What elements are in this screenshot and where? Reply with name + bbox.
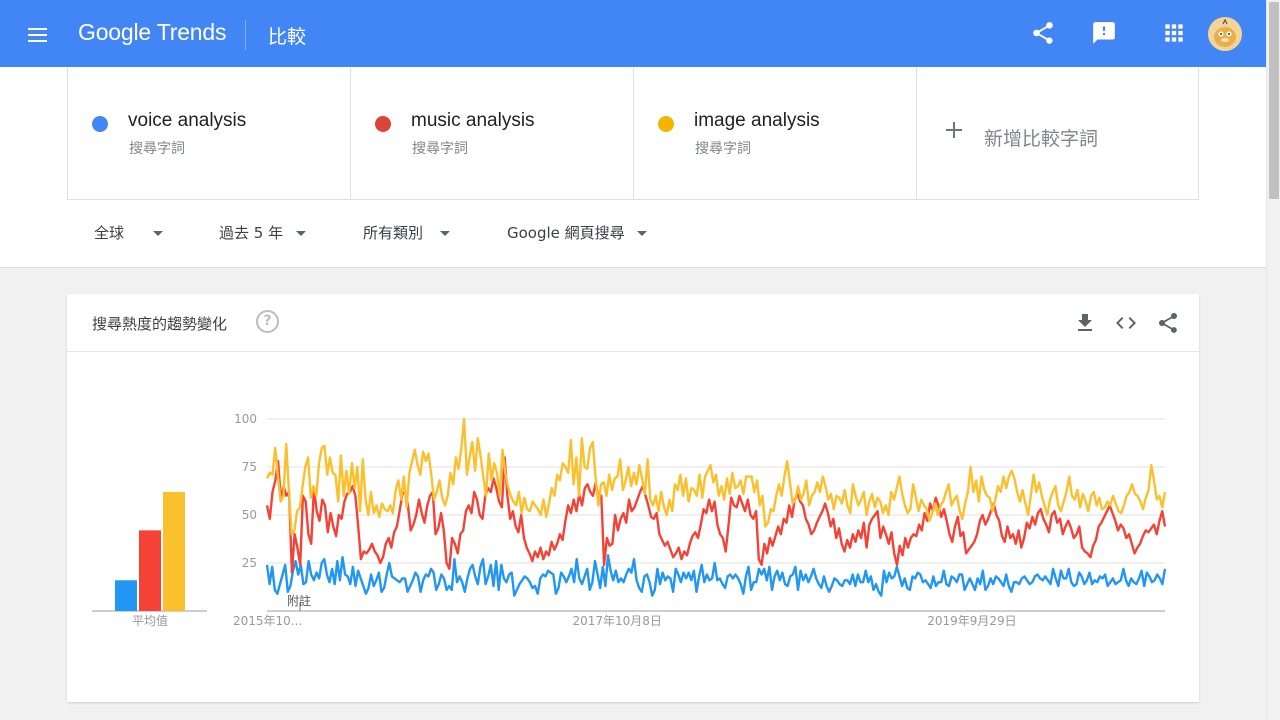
term-name: image analysis bbox=[694, 110, 820, 131]
average-bar-voice-analysis bbox=[115, 580, 137, 611]
term-card-music-analysis[interactable]: music analysis 搜尋字詞 bbox=[350, 67, 633, 200]
dropdown-arrow-icon bbox=[152, 231, 163, 236]
logo[interactable]: Google Trends bbox=[78, 19, 227, 45]
series-line-image-analysis bbox=[265, 417, 1167, 536]
card-title: 搜尋熱度的趨勢變化 bbox=[92, 315, 228, 333]
term-row: voice analysis 搜尋字詞 music analysis 搜尋字詞 … bbox=[67, 67, 1199, 200]
avatar[interactable] bbox=[1208, 17, 1242, 51]
add-term-label: 新增比較字詞 bbox=[984, 128, 1099, 150]
compare-panel: voice analysis 搜尋字詞 music analysis 搜尋字詞 … bbox=[0, 67, 1266, 268]
plus-icon bbox=[945, 121, 963, 139]
feedback-icon[interactable] bbox=[1091, 20, 1117, 46]
average-label: 平均值 bbox=[132, 613, 168, 628]
x-tick-label: 2015年10... bbox=[233, 614, 302, 628]
dropdown-arrow-icon bbox=[637, 231, 648, 236]
menu-icon[interactable] bbox=[22, 20, 52, 50]
term-card-voice-analysis[interactable]: voice analysis 搜尋字詞 bbox=[67, 67, 350, 200]
card-header: 搜尋熱度的趨勢變化 ? bbox=[67, 294, 1199, 352]
x-tick-label: 2017年10月8日 bbox=[572, 614, 661, 628]
divider bbox=[245, 20, 246, 50]
category-filter-label: 所有類別 bbox=[363, 224, 424, 242]
share-icon[interactable] bbox=[1156, 311, 1180, 335]
interest-over-time-card: 搜尋熱度的趨勢變化 ? 100 75 50 25 2015年10... 2017年10月8… bbox=[67, 294, 1199, 702]
region-filter-label: 全球 bbox=[94, 224, 125, 242]
average-bar-music-analysis bbox=[139, 530, 161, 611]
add-term-button[interactable]: 新增比較字詞 bbox=[916, 67, 1199, 200]
time-filter-label: 過去 5 年 bbox=[219, 224, 284, 242]
term-color-dot bbox=[658, 116, 674, 132]
trend-chart[interactable]: 100 75 50 25 2015年10... 2017年10月8日 2019年9月29日 附… bbox=[67, 294, 1199, 702]
download-icon[interactable] bbox=[1073, 311, 1097, 335]
term-card-image-analysis[interactable]: image analysis 搜尋字詞 bbox=[633, 67, 916, 200]
series-line-voice-analysis bbox=[265, 554, 1167, 597]
scrollbar-thumb[interactable] bbox=[1269, 2, 1279, 199]
y-tick-label: 100 bbox=[234, 412, 257, 426]
term-color-dot bbox=[92, 116, 108, 132]
term-name: voice analysis bbox=[128, 110, 247, 131]
search-type-filter[interactable]: Google 網頁搜尋 bbox=[507, 222, 648, 243]
dropdown-arrow-icon bbox=[295, 231, 306, 236]
average-bar-image-analysis bbox=[163, 491, 185, 611]
series-line-music-analysis bbox=[265, 456, 1167, 574]
help-icon[interactable]: ? bbox=[256, 310, 279, 333]
term-subtitle: 搜尋字詞 bbox=[412, 141, 468, 157]
search-type-filter-label: Google 網頁搜尋 bbox=[507, 224, 625, 242]
app-bar: Google Trends 比較 bbox=[0, 0, 1266, 67]
x-tick-label: 2019年9月29日 bbox=[927, 614, 1016, 628]
y-tick-label: 25 bbox=[242, 556, 257, 570]
page-title: 比較 bbox=[268, 26, 307, 48]
y-tick-label: 75 bbox=[242, 460, 257, 474]
note-label: 附註 bbox=[287, 594, 311, 608]
embed-code-icon[interactable] bbox=[1114, 311, 1138, 335]
dropdown-arrow-icon bbox=[439, 231, 450, 236]
term-subtitle: 搜尋字詞 bbox=[129, 141, 185, 157]
apps-icon[interactable] bbox=[1161, 20, 1187, 46]
y-tick-label: 50 bbox=[242, 508, 257, 522]
time-filter[interactable]: 過去 5 年 bbox=[219, 222, 306, 243]
region-filter[interactable]: 全球 bbox=[94, 222, 163, 243]
category-filter[interactable]: 所有類別 bbox=[363, 222, 450, 243]
term-name: music analysis bbox=[411, 110, 535, 131]
share-icon[interactable] bbox=[1030, 20, 1056, 46]
page-scrollbar[interactable] bbox=[1266, 0, 1280, 720]
term-color-dot bbox=[375, 116, 391, 132]
term-subtitle: 搜尋字詞 bbox=[695, 141, 751, 157]
